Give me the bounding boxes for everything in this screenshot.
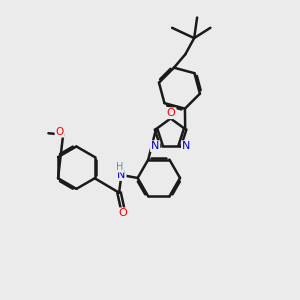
- Text: N: N: [117, 170, 126, 180]
- Text: O: O: [167, 108, 176, 118]
- Text: O: O: [56, 127, 64, 137]
- Text: O: O: [119, 208, 128, 218]
- Text: H: H: [116, 162, 124, 172]
- Text: N: N: [182, 141, 190, 151]
- Text: N: N: [151, 141, 159, 151]
